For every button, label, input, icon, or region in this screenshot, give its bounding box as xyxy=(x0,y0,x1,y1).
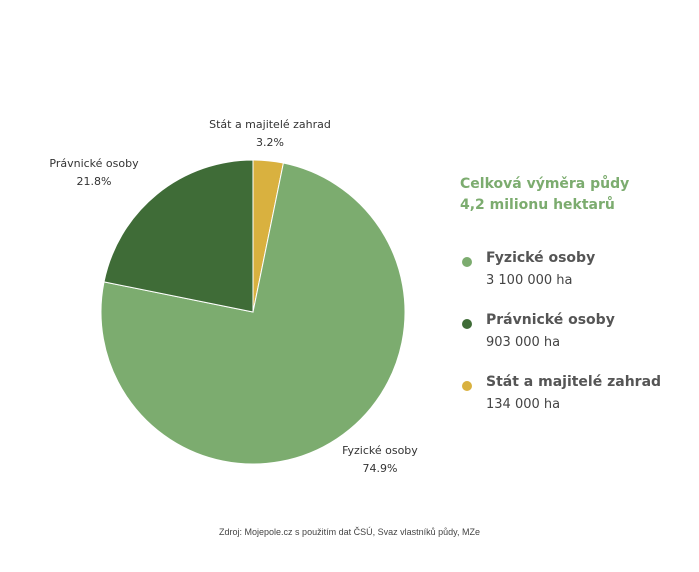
slice-label-stat-a-majitele-zahrad: Stát a majitelé zahrad xyxy=(209,118,331,131)
legend-name: Právnické osoby xyxy=(486,312,615,328)
slice-percent-fyzicke-osoby: 74.9% xyxy=(363,462,398,475)
legend-dot-pravnicke-osoby xyxy=(462,319,472,329)
slice-percent-stat-a-majitele-zahrad: 3.2% xyxy=(256,136,284,149)
slice-label-pravnicke-osoby: Právnické osoby xyxy=(49,157,139,170)
source-note: Zdroj: Mojepole.cz s použitím dat ČSÚ, S… xyxy=(219,527,480,537)
legend-value: 3 100 000 ha xyxy=(486,273,573,288)
legend-name: Fyzické osoby xyxy=(486,250,596,266)
summary-title: Celková výměra půdy 4,2 milionu hektarů xyxy=(460,174,629,216)
summary-title-line2: 4,2 milionu hektarů xyxy=(460,197,615,213)
legend-dot-stat-a-majitele-zahrad xyxy=(462,381,472,391)
slice-label-fyzicke-osoby: Fyzické osoby xyxy=(342,444,418,457)
slice-percent-pravnicke-osoby: 21.8% xyxy=(77,175,112,188)
legend-dot-fyzicke-osoby xyxy=(462,257,472,267)
legend-value: 903 000 ha xyxy=(486,335,561,350)
pie-slice-pravnicke-osoby xyxy=(103,159,254,313)
summary-title-line1: Celková výměra půdy xyxy=(460,176,630,192)
legend-value: 134 000 ha xyxy=(486,397,561,412)
legend-name: Stát a majitelé zahrad xyxy=(486,374,662,390)
pie-slice-fyzicke-osoby xyxy=(100,162,406,465)
